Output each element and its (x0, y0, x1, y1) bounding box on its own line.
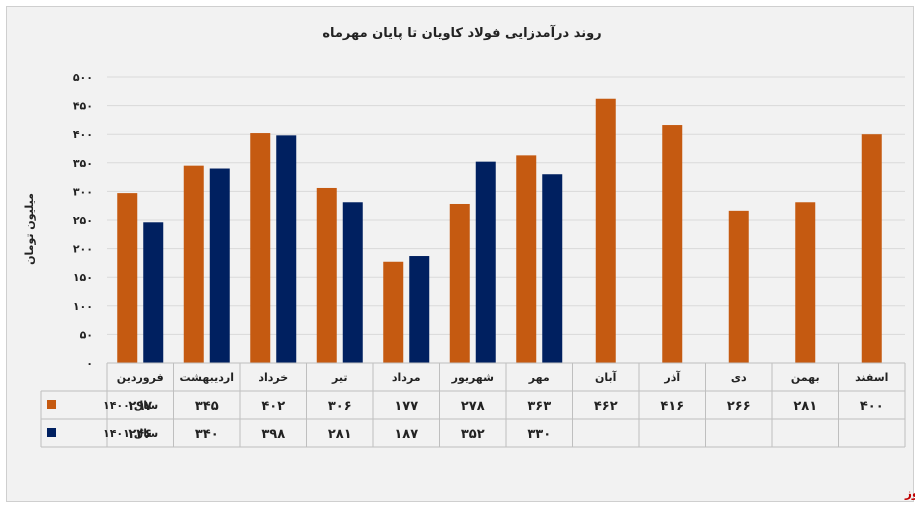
data-value-series-1: ۴۰۲ (261, 399, 285, 414)
bar-series-1 (316, 187, 337, 363)
data-value-series-1: ۲۹۷ (128, 399, 152, 414)
category-label: آذر (663, 370, 680, 384)
data-value-series-1: ۴۱۶ (660, 399, 684, 414)
bar-series-1 (117, 193, 138, 363)
bar-series-2 (542, 174, 563, 363)
bars (117, 98, 882, 364)
bar-series-1 (449, 203, 470, 363)
bar-series-2 (143, 222, 164, 363)
data-value-series-1: ۲۸۱ (793, 399, 817, 414)
data-value-series-2: ۳۴۰ (195, 427, 219, 442)
y-tick-label: ۱۵۰ (73, 271, 93, 284)
bar-series-1 (861, 134, 882, 363)
bar-series-1 (383, 261, 404, 363)
series-name: سال ۱۴۰۰ (103, 399, 158, 412)
data-value-series-1: ۴۶۲ (594, 399, 618, 414)
category-label: اردیبهشت (180, 371, 234, 384)
bar-series-2 (409, 256, 430, 363)
category-label: بهمن (791, 371, 820, 384)
source-label: بورس نیوز (904, 486, 915, 501)
chart-frame: روند درآمدزایی فولاد کاویان تا پایان مهر… (6, 6, 915, 502)
bar-series-1 (595, 98, 616, 364)
data-value-series-1: ۱۷۷ (394, 399, 418, 414)
legend-key-series-1 (47, 400, 56, 409)
category-label: دی (731, 371, 747, 384)
data-value-series-1: ۳۰۶ (328, 399, 352, 414)
bar-chart: روند درآمدزایی فولاد کاویان تا پایان مهر… (23, 24, 915, 501)
bar-series-1 (516, 155, 537, 363)
y-axis-label: میلیون تومان (23, 193, 36, 265)
data-table: فروردین اردیبهشت خرداد تیر مرداد شهریور مهر آبا… (40, 362, 906, 448)
bar-series-1 (662, 125, 683, 363)
chart-title: روند درآمدزایی فولاد کاویان تا پایان مهر… (322, 24, 601, 41)
data-value-series-2: ۱۸۷ (394, 427, 418, 442)
y-tick-label: ۴۰۰ (73, 128, 93, 141)
category-label: خرداد (258, 371, 288, 384)
y-tick-label: ۳۰۰ (73, 185, 93, 198)
y-tick-label: ۱۰۰ (73, 300, 93, 313)
y-tick-label: ۵۰۰ (73, 71, 93, 84)
bar-series-1 (183, 165, 204, 363)
data-value-series-2: ۲۸۱ (328, 427, 352, 442)
category-label: تیر (331, 371, 347, 384)
data-value-series-2: ۳۹۸ (261, 427, 285, 442)
data-value-series-2: ۳۳۰ (527, 427, 551, 442)
data-value-series-1: ۲۷۸ (461, 399, 485, 414)
data-value-series-1: ۳۴۵ (195, 399, 219, 414)
bar-series-2 (276, 135, 297, 363)
y-tick-label: ۲۰۰ (73, 243, 93, 256)
bar-series-1 (728, 210, 749, 363)
category-label: شهریور (451, 371, 494, 384)
legend-key-series-2 (47, 428, 56, 437)
bar-series-1 (795, 202, 816, 363)
category-label: اسفند (855, 371, 888, 384)
bar-series-2 (342, 202, 363, 363)
y-tick-label: ۳۵۰ (73, 157, 93, 170)
category-label: مهر (528, 371, 550, 384)
category-label: مرداد (392, 371, 421, 384)
bar-series-1 (250, 133, 271, 363)
data-value-series-1: ۴۰۰ (860, 399, 884, 414)
bar-series-2 (209, 168, 230, 363)
bar-series-2 (475, 161, 496, 363)
category-label: آبان (595, 370, 617, 384)
data-value-series-1: ۳۶۳ (527, 399, 551, 414)
series-name: سال ۱۴۰۱ (103, 427, 158, 440)
category-label: فروردین (117, 371, 164, 384)
y-tick-label: ۵۰ (80, 328, 93, 341)
data-value-series-1: ۲۶۶ (727, 399, 751, 414)
y-tick-label: ۰ (86, 357, 93, 370)
data-value-series-2: ۳۵۲ (461, 427, 485, 442)
data-value-series-2: ۲۴۶ (128, 427, 152, 442)
y-tick-label: ۴۵۰ (73, 100, 93, 113)
y-tick-label: ۲۵۰ (73, 214, 93, 227)
